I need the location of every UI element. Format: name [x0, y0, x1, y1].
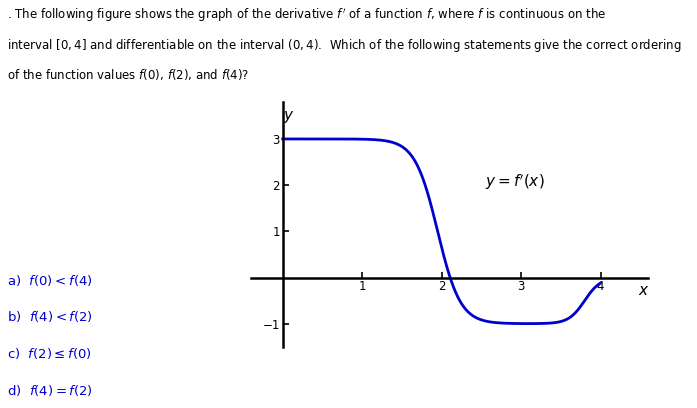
Text: $x$: $x$ — [638, 283, 650, 298]
Text: $y$: $y$ — [283, 109, 295, 125]
Text: c)  $f(2) \leq f(0)$: c) $f(2) \leq f(0)$ — [7, 346, 92, 361]
Text: interval $[0, 4]$ and differentiable on the interval $(0, 4)$.  Which of the fol: interval $[0, 4]$ and differentiable on … — [7, 37, 682, 54]
Text: b)  $f(4) < f(2)$: b) $f(4) < f(2)$ — [7, 309, 93, 324]
Text: . The following figure shows the graph of the derivative $f'$ of a function $f$,: . The following figure shows the graph o… — [7, 6, 606, 24]
Text: of the function values $f(0)$, $f(2)$, and $f(4)$?: of the function values $f(0)$, $f(2)$, a… — [7, 67, 250, 82]
Text: $y = f'(x)$: $y = f'(x)$ — [485, 173, 545, 193]
Text: d)  $f(4) = f(2)$: d) $f(4) = f(2)$ — [7, 383, 93, 398]
Text: a)  $f(0) < f(4)$: a) $f(0) < f(4)$ — [7, 273, 93, 288]
